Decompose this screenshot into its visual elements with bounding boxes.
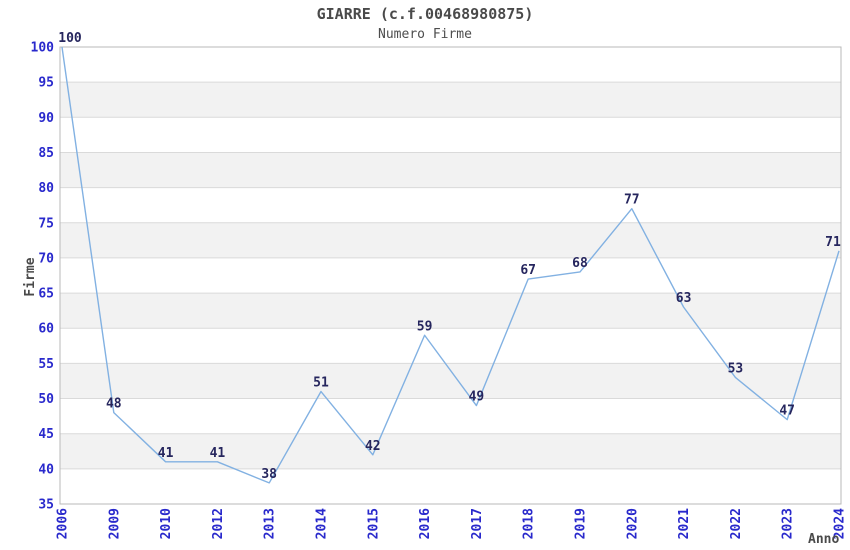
point-label: 100 [58,31,82,46]
x-tick-label: 2024 [833,508,848,539]
x-tick-label: 2013 [263,508,278,539]
y-tick-label: 75 [38,216,54,231]
y-tick-label: 35 [38,498,54,513]
x-tick-label: 2014 [315,508,330,539]
y-axis-title: Firme [23,257,38,296]
x-tick-label: 2009 [107,508,122,539]
x-tick-label: 2022 [729,508,744,539]
y-tick-label: 40 [38,462,54,477]
point-label: 41 [158,446,174,461]
chart-subtitle: Numero Firme [378,27,472,42]
y-tick-label: 95 [38,76,54,91]
x-tick-label: 2016 [418,508,433,539]
y-tick-label: 70 [38,251,54,266]
x-tick-label: 2023 [781,508,796,539]
x-tick-label: 2020 [625,508,640,539]
point-label: 38 [261,467,277,482]
y-tick-label: 50 [38,392,54,407]
x-axis-title: Anno [808,532,839,547]
plot-band [60,363,841,399]
y-tick-label: 90 [38,111,54,126]
point-label: 68 [572,256,588,271]
point-label: 49 [469,390,485,405]
point-label: 77 [624,193,640,208]
y-tick-label: 100 [31,41,55,56]
x-tick-label: 2015 [366,508,381,539]
x-tick-label: 2021 [677,508,692,539]
x-tick-label: 2006 [56,508,71,539]
point-label: 71 [825,235,841,250]
plot-band [60,82,841,118]
point-label: 48 [106,397,122,412]
y-tick-label: 65 [38,287,54,302]
series-line [61,46,840,484]
x-tick-label: 2017 [470,508,485,539]
y-tick-label: 85 [38,146,54,161]
point-label: 63 [676,291,692,306]
plot-band [60,293,841,329]
point-label: 53 [728,361,744,376]
point-label: 51 [313,376,329,391]
chart-title: GIARRE (c.f.00468980875) [316,5,534,23]
x-tick-label: 2018 [522,508,537,539]
plot-border [59,46,842,505]
point-label: 59 [417,319,433,334]
point-label: 67 [520,263,536,278]
y-tick-label: 45 [38,427,54,442]
x-tick-label: 2012 [211,508,226,539]
plot-band [60,152,841,188]
point-label: 42 [365,439,381,454]
point-label: 47 [779,404,795,419]
plot-band [60,222,841,258]
point-label: 41 [210,446,226,461]
x-tick-label: 2019 [574,508,589,539]
y-tick-label: 55 [38,357,54,372]
plot-band [60,433,841,469]
x-tick-label: 2010 [159,508,174,539]
y-tick-label: 60 [38,322,54,337]
y-tick-label: 80 [38,181,54,196]
